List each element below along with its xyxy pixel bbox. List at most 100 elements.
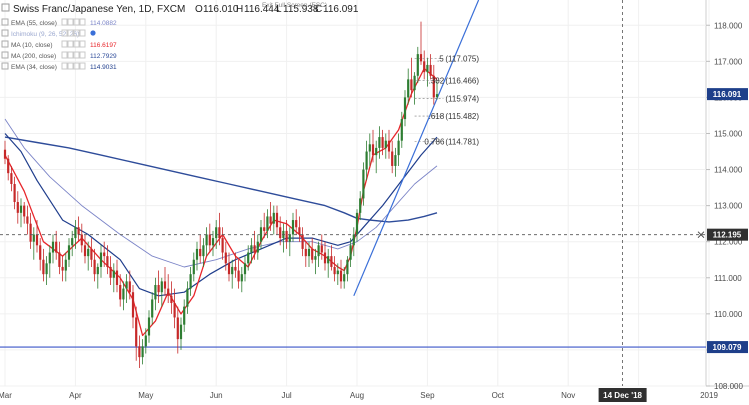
candle-body [250,245,253,253]
candle [179,317,183,350]
price-tick-label: 114.000 [714,166,743,175]
candle [224,241,227,271]
indicator-action-icon[interactable] [67,51,74,59]
candle [122,281,125,311]
candle-body [304,248,307,257]
indicator-action-icon[interactable] [79,18,86,26]
candle [391,140,394,174]
candle-body [103,252,106,257]
candle-body [224,252,227,264]
candle-body [144,335,147,347]
plot-area[interactable] [0,0,706,386]
candle-body [343,274,346,282]
indicator-toggle-icon[interactable] [1,29,9,37]
candle [250,238,253,264]
indicator-action-icon[interactable] [61,51,68,59]
indicator-action-icon[interactable] [67,29,74,37]
candle-body [39,245,42,260]
candle [29,212,32,249]
candle [231,259,234,289]
candle [80,223,83,253]
candle [83,234,87,264]
indicator-action-icon[interactable] [61,18,68,26]
candle [314,248,317,275]
candle-body [333,266,336,275]
candle-body [55,241,58,253]
indicator-action-icon[interactable] [79,29,86,37]
candle [218,212,221,246]
candle [240,266,243,293]
candle-body [400,119,403,141]
price-axis-area[interactable] [706,0,749,405]
indicator-action-icon[interactable] [79,62,86,70]
indicator-value: 116.6197 [90,42,117,49]
indicator-legend-row[interactable]: Ichimoku (9, 26, 52, 26) [1,29,96,38]
candle [343,266,346,289]
indicator-legend: EMA (55, close) 114.0882 Ichimoku (9, 26, … [1,18,117,71]
indicator-action-icon[interactable] [67,62,74,70]
indicator-action-icon[interactable] [73,40,80,48]
candle-body [199,248,202,257]
ma200-line[interactable] [4,136,438,223]
indicator-toggle-icon[interactable] [1,18,9,26]
indicator-legend-row[interactable]: EMA (34, close) 114.9031 [1,62,117,71]
indicator-legend-row[interactable]: MA (10, close) 116.6197 [1,40,117,49]
indicator-action-icon[interactable] [67,18,74,26]
candle [160,277,163,307]
price-tick-label: 113.000 [714,202,743,211]
indicator-action-icon[interactable] [79,51,86,59]
candle [192,252,195,282]
candle [39,238,42,271]
candle-body [10,173,13,184]
candle-body [375,147,378,156]
candle [138,335,141,368]
candle-body [67,245,71,260]
candle [3,140,7,165]
candle-body [352,234,355,246]
indicator-legend-row[interactable]: EMA (55, close) 114.0882 [1,18,117,27]
trendline[interactable] [353,0,480,297]
candle [288,227,291,257]
candle-body [23,205,26,217]
indicator-action-icon[interactable] [79,40,86,48]
crosshair-marker-icon [697,231,705,239]
candle [320,234,323,260]
ohlc-close-value: 116.091 [323,4,359,15]
indicator-name: EMA (55, close) [11,20,57,27]
candle [125,274,128,304]
collapse-icon[interactable] [1,3,10,12]
indicator-action-icon[interactable] [73,18,80,26]
candle-body [336,270,339,275]
indicator-action-icon[interactable] [67,40,74,48]
indicator-action-icon[interactable] [61,40,68,48]
indicator-action-icon[interactable] [73,51,80,59]
candle-body [314,256,317,260]
indicator-toggle-icon[interactable] [1,40,9,48]
price-tags: 109.079 116.091 112.195 14 Dec '18 [598,88,748,402]
candle-body [413,75,416,91]
indicator-action-icon[interactable] [73,62,80,70]
candle [234,252,237,278]
candle-body [26,216,29,224]
indicator-action-icon[interactable] [73,29,80,37]
candle [279,216,282,246]
candle [13,176,16,210]
indicator-legend-row[interactable]: MA (200, close) 112.7929 [1,51,117,60]
indicator-action-icon[interactable] [61,62,68,70]
indicator-action-icon[interactable] [61,29,68,37]
support-price-tag-bg [707,341,748,354]
fib-price-label: (116.466) [445,77,479,86]
indicator-toggle-icon[interactable] [1,51,9,59]
candle [103,241,106,267]
candle-body [3,149,7,159]
ichimoku-settings-icon[interactable] [90,30,96,36]
candle-body [32,234,35,242]
candle [295,209,298,235]
candle-body [151,299,154,318]
indicator-toggle-icon[interactable] [1,62,9,70]
candle-body [397,140,400,156]
candle [301,227,304,257]
exit-fullscreen-label[interactable]: Exit Full Screen (ESC) [262,2,327,9]
